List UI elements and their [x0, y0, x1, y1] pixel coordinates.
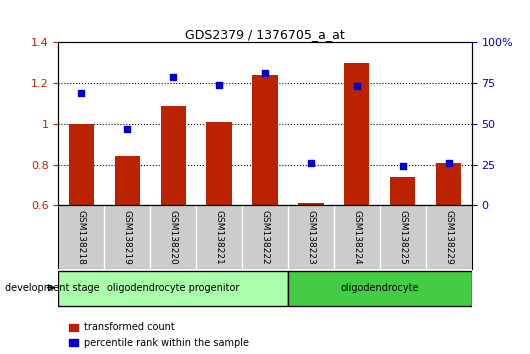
- Text: GSM138218: GSM138218: [77, 210, 86, 265]
- Bar: [252, 75, 278, 205]
- Point: [215, 82, 223, 88]
- Text: GSM138229: GSM138229: [444, 210, 453, 265]
- Point: [169, 74, 178, 80]
- Text: percentile rank within the sample: percentile rank within the sample: [84, 338, 249, 348]
- Point: [399, 164, 407, 169]
- Point: [307, 160, 315, 166]
- Point: [261, 70, 269, 76]
- Point: [445, 160, 453, 166]
- Bar: [436, 162, 461, 205]
- Text: GSM138219: GSM138219: [123, 210, 131, 265]
- Point: [352, 84, 361, 89]
- Text: oligodendrocyte: oligodendrocyte: [341, 283, 419, 293]
- Bar: [206, 122, 232, 205]
- Text: GSM138223: GSM138223: [306, 210, 315, 265]
- Bar: [344, 63, 369, 205]
- Text: GSM138222: GSM138222: [261, 210, 269, 265]
- Text: GSM138221: GSM138221: [215, 210, 224, 265]
- Text: oligodendrocyte progenitor: oligodendrocyte progenitor: [107, 283, 240, 293]
- Point: [77, 90, 85, 96]
- Point: [123, 126, 131, 132]
- Bar: [58, 271, 288, 306]
- Bar: [288, 271, 472, 306]
- Text: transformed count: transformed count: [84, 322, 174, 332]
- Bar: [114, 156, 140, 205]
- Bar: [68, 124, 94, 205]
- Text: development stage: development stage: [5, 283, 100, 293]
- Text: GSM138220: GSM138220: [169, 210, 178, 265]
- Text: GSM138225: GSM138225: [399, 210, 407, 265]
- Bar: [390, 177, 416, 205]
- Bar: [161, 105, 186, 205]
- Bar: [298, 203, 323, 205]
- Title: GDS2379 / 1376705_a_at: GDS2379 / 1376705_a_at: [185, 28, 345, 41]
- Text: GSM138224: GSM138224: [352, 210, 361, 265]
